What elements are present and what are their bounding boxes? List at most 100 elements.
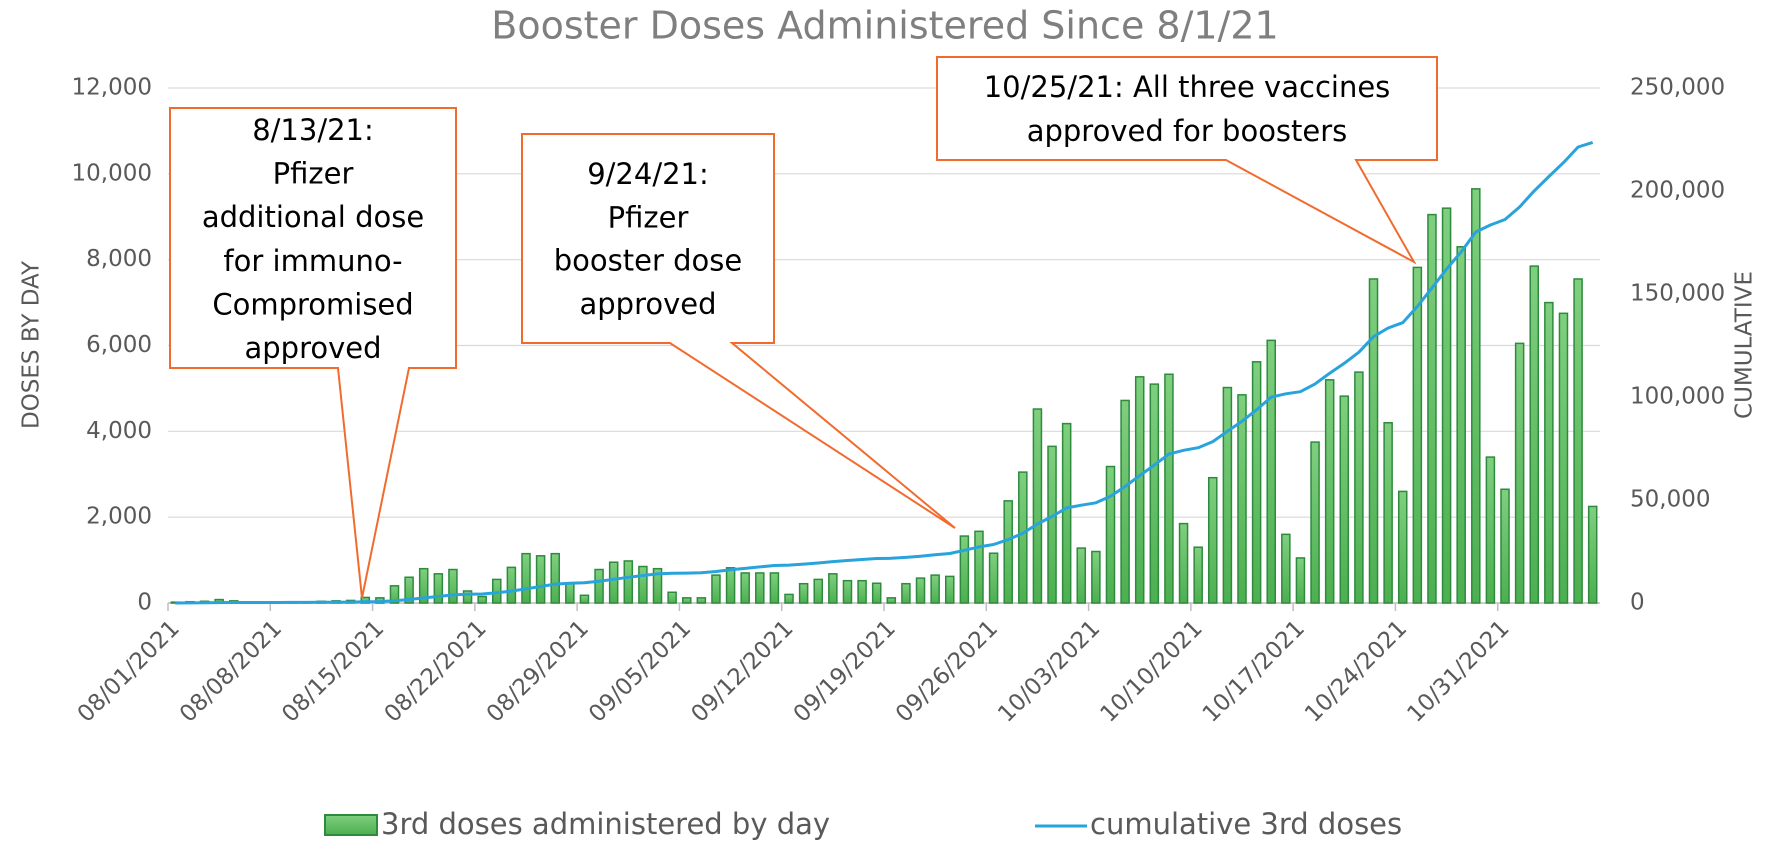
callout-box: [521, 133, 956, 529]
bar: [784, 593, 794, 604]
y-tick-label: 2,000: [86, 504, 152, 530]
bar: [1149, 383, 1160, 604]
x-tick-label: 09/05/2021: [584, 615, 696, 727]
bar: [608, 561, 619, 604]
bar: [579, 594, 590, 604]
y-tick-label: 0: [137, 590, 152, 616]
bar: [944, 575, 955, 604]
x-tick-label: 10/03/2021: [993, 615, 1105, 727]
bar: [1324, 379, 1335, 604]
bar: [1076, 547, 1087, 604]
bar: [1485, 456, 1496, 604]
bar: [1544, 301, 1554, 604]
y2-tick-label: 150,000: [1630, 281, 1725, 307]
bar: [1339, 395, 1350, 604]
bar: [1061, 422, 1072, 604]
bar: [1368, 278, 1379, 604]
bar: [1105, 465, 1116, 604]
y-axis-title: DOSES BY DAY: [19, 260, 45, 429]
line: [175, 140, 1594, 605]
annotation-text: for immuno-: [223, 244, 402, 278]
bar: [930, 574, 940, 604]
y-tick-label: 4,000: [86, 418, 152, 444]
annotation-text: 8/13/21:: [252, 113, 374, 147]
bar: [1471, 188, 1481, 604]
x-tick-label: 09/12/2021: [686, 615, 798, 727]
bar: [1018, 471, 1028, 604]
bar: [798, 582, 809, 604]
y2-tick-label: 200,000: [1630, 178, 1725, 204]
bar: [462, 590, 473, 604]
bar: [638, 565, 648, 604]
x-tick-label: 08/01/2021: [73, 615, 185, 727]
bar: [477, 595, 487, 604]
bar: [974, 530, 984, 604]
bar: [886, 597, 897, 604]
bar: [1500, 488, 1510, 604]
bar: [535, 555, 546, 604]
bar: [389, 585, 400, 604]
legend-label: cumulative 3rd doses: [1090, 807, 1402, 841]
bar: [667, 591, 677, 604]
bar: [1295, 557, 1306, 604]
annotation-text: 10/25/21: All three vaccines: [984, 70, 1391, 104]
bar: [1193, 546, 1203, 604]
bar: [828, 573, 838, 604]
bar: [857, 579, 867, 604]
x-tick-label: 08/29/2021: [482, 615, 594, 727]
y2-tick-label: 0: [1630, 590, 1645, 616]
chart-title: Booster Doses Administered Since 8/1/21: [491, 4, 1278, 48]
legend-swatch: [324, 814, 378, 836]
bar: [769, 572, 780, 604]
bar: [565, 582, 575, 604]
annotation-text: booster dose: [554, 244, 742, 278]
bar: [1587, 505, 1598, 604]
bar: [681, 597, 692, 604]
bar: [521, 552, 531, 604]
callout-box: [169, 107, 457, 599]
bar: [404, 576, 414, 604]
legend-label: 3rd doses administered by day: [381, 807, 830, 841]
bar: [901, 582, 911, 604]
x-tick-label: 10/24/2021: [1300, 615, 1412, 727]
bar: [871, 582, 882, 604]
bar: [652, 567, 663, 604]
bar: [623, 560, 634, 604]
bar: [1164, 373, 1174, 604]
x-tick-label: 09/19/2021: [789, 615, 901, 727]
y2-tick-label: 250,000: [1630, 75, 1725, 101]
bar: [725, 567, 736, 604]
callout-box: [936, 56, 1438, 265]
bar: [1251, 361, 1262, 604]
bar: [740, 572, 750, 604]
annotation-text: Compromised: [212, 287, 413, 321]
bar: [1354, 371, 1364, 604]
x-tick-label: 08/22/2021: [380, 615, 492, 727]
y2-tick-label: 100,000: [1630, 384, 1725, 410]
bar: [1397, 490, 1408, 604]
bar: [550, 552, 560, 604]
bar: [1032, 408, 1043, 604]
bar: [1383, 422, 1393, 604]
bar: [1134, 376, 1145, 604]
bar: [1003, 500, 1013, 604]
y-tick-label: 8,000: [86, 246, 152, 272]
bar: [915, 577, 926, 604]
bar: [1558, 312, 1569, 604]
y-tick-label: 10,000: [72, 160, 152, 186]
x-tick-label: 10/10/2021: [1096, 615, 1208, 727]
y-tick-label: 12,000: [72, 75, 152, 101]
annotations: 8/13/21: Pfizer additional dose for immuno-…: [169, 56, 1438, 599]
x-tick-label: 08/15/2021: [277, 615, 389, 727]
bar: [755, 572, 765, 604]
y2-axis-title: CUMULATIVE: [1732, 271, 1758, 419]
bar: [959, 535, 970, 604]
y-tick-label: 6,000: [86, 332, 152, 358]
bar: [448, 568, 458, 604]
x-tick-label: 09/26/2021: [891, 615, 1003, 727]
bar: [1456, 246, 1466, 604]
bar: [1529, 265, 1540, 604]
bar: [1091, 550, 1101, 604]
x-tick-label: 10/17/2021: [1198, 615, 1310, 727]
